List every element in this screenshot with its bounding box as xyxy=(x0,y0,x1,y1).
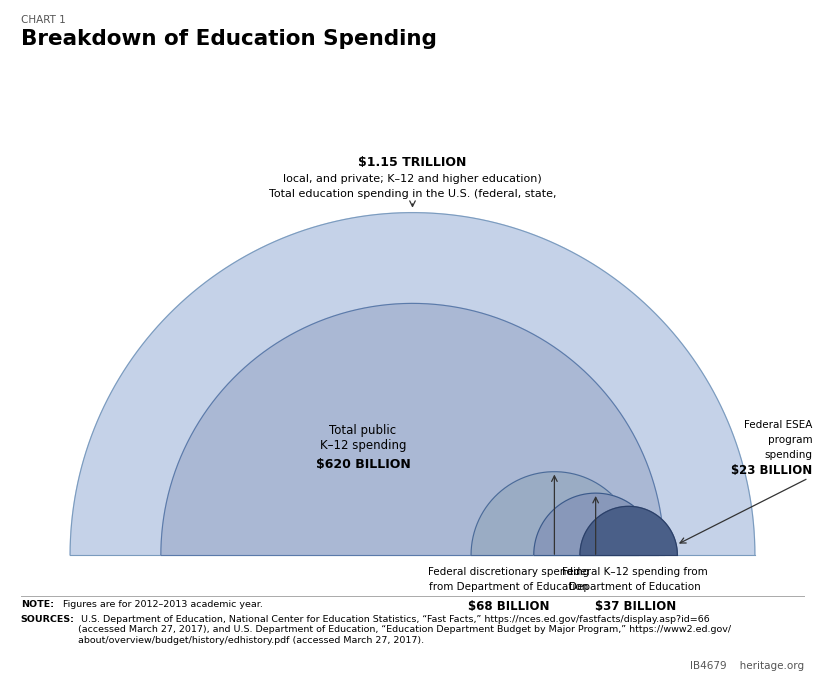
Text: IB4679    heritage.org: IB4679 heritage.org xyxy=(691,661,804,671)
Text: $620 BILLION: $620 BILLION xyxy=(316,458,410,471)
Text: CHART 1: CHART 1 xyxy=(21,15,65,25)
Text: spending: spending xyxy=(765,450,813,460)
Text: local, and private; K–12 and higher education): local, and private; K–12 and higher educ… xyxy=(283,174,542,184)
Text: Federal K–12 spending from: Federal K–12 spending from xyxy=(563,567,708,577)
Polygon shape xyxy=(534,493,658,555)
Text: $1.15 TRILLION: $1.15 TRILLION xyxy=(358,156,467,169)
Polygon shape xyxy=(580,507,677,555)
Text: NOTE:: NOTE: xyxy=(21,600,54,609)
Polygon shape xyxy=(70,212,755,555)
Text: U.S. Department of Education, National Center for Education Statistics, “Fast Fa: U.S. Department of Education, National C… xyxy=(78,615,732,645)
Polygon shape xyxy=(161,304,664,555)
Text: $37 BILLION: $37 BILLION xyxy=(595,600,676,613)
Text: Department of Education: Department of Education xyxy=(569,582,701,592)
Text: Total public: Total public xyxy=(329,424,397,437)
Text: from Department of Education: from Department of Education xyxy=(429,582,589,592)
Text: $68 BILLION: $68 BILLION xyxy=(469,600,549,613)
Text: Breakdown of Education Spending: Breakdown of Education Spending xyxy=(21,29,436,48)
Text: Federal discretionary spending: Federal discretionary spending xyxy=(428,567,590,577)
Polygon shape xyxy=(471,472,638,555)
Text: K–12 spending: K–12 spending xyxy=(320,439,406,452)
Text: Federal ESEA: Federal ESEA xyxy=(744,420,813,430)
Text: Figures are for 2012–2013 academic year.: Figures are for 2012–2013 academic year. xyxy=(60,600,263,609)
Text: $23 BILLION: $23 BILLION xyxy=(732,464,813,477)
Text: Total education spending in the U.S. (federal, state,: Total education spending in the U.S. (fe… xyxy=(269,189,556,199)
Text: program: program xyxy=(768,435,813,445)
Text: SOURCES:: SOURCES: xyxy=(21,615,74,624)
